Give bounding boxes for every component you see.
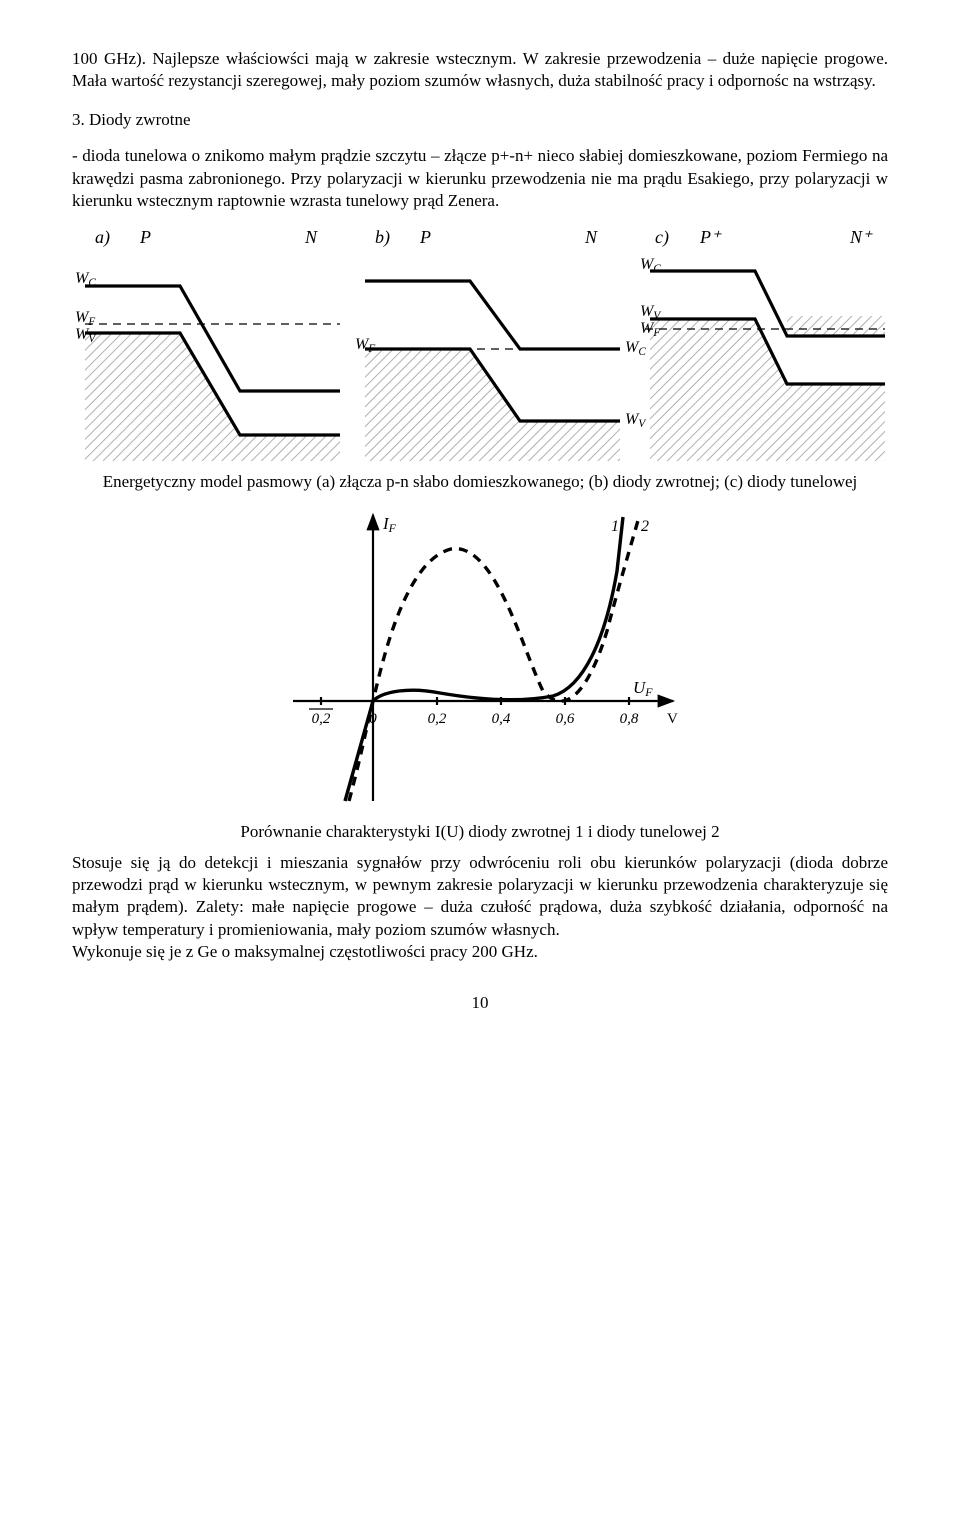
svg-text:WC: WC xyxy=(640,256,661,275)
svg-text:N: N xyxy=(304,227,318,247)
svg-text:V: V xyxy=(667,711,678,727)
svg-text:P⁺: P⁺ xyxy=(699,227,722,247)
section-3-paragraph: - dioda tunelowa o znikomo małym prądzie… xyxy=(72,145,888,212)
iv-curve-svg: IFUFV0,200,20,40,60,812 xyxy=(265,501,695,811)
svg-text:2: 2 xyxy=(641,518,649,535)
intro-paragraph: 100 GHz). Najlepsze właściowści mają w z… xyxy=(72,48,888,93)
svg-text:N⁺: N⁺ xyxy=(849,227,873,247)
svg-text:a): a) xyxy=(95,227,110,248)
page-number: 10 xyxy=(72,992,888,1014)
applications-paragraph: Stosuje się ją do detekcji i mieszania s… xyxy=(72,852,888,942)
svg-text:0,2: 0,2 xyxy=(312,711,331,727)
svg-text:0,2: 0,2 xyxy=(428,711,447,727)
svg-text:P: P xyxy=(419,227,431,247)
svg-text:WV: WV xyxy=(640,303,661,322)
figure-1-band-diagrams: a)PNWCWFWVb)PNWFWCWVc)P⁺N⁺WCWVWF xyxy=(72,221,888,461)
svg-text:WV: WV xyxy=(625,411,646,430)
svg-text:UF: UF xyxy=(633,678,653,699)
svg-text:0,6: 0,6 xyxy=(556,711,575,727)
svg-text:P: P xyxy=(139,227,151,247)
svg-text:WC: WC xyxy=(75,270,96,289)
figure-2-caption: Porównanie charakterystyki I(U) diody zw… xyxy=(72,821,888,843)
svg-text:0,8: 0,8 xyxy=(620,711,639,727)
figure-2-iv-curve: IFUFV0,200,20,40,60,812 xyxy=(72,501,888,811)
svg-text:IF: IF xyxy=(382,514,397,535)
svg-text:N: N xyxy=(584,227,598,247)
svg-text:WF: WF xyxy=(355,336,375,355)
svg-text:b): b) xyxy=(375,227,390,248)
svg-text:0,4: 0,4 xyxy=(492,711,511,727)
band-diagram-svg: a)PNWCWFWVb)PNWFWCWVc)P⁺N⁺WCWVWF xyxy=(75,221,885,461)
svg-text:WV: WV xyxy=(75,326,96,345)
svg-text:c): c) xyxy=(655,227,669,248)
section-3-heading: 3. Diody zwrotne xyxy=(72,109,888,131)
figure-1-caption: Energetyczny model pasmowy (a) złącza p-… xyxy=(72,471,888,493)
svg-text:WF: WF xyxy=(75,309,95,328)
material-paragraph: Wykonuje się je z Ge o maksymalnej częst… xyxy=(72,941,888,963)
svg-text:WC: WC xyxy=(625,339,646,358)
svg-text:1: 1 xyxy=(611,518,619,535)
